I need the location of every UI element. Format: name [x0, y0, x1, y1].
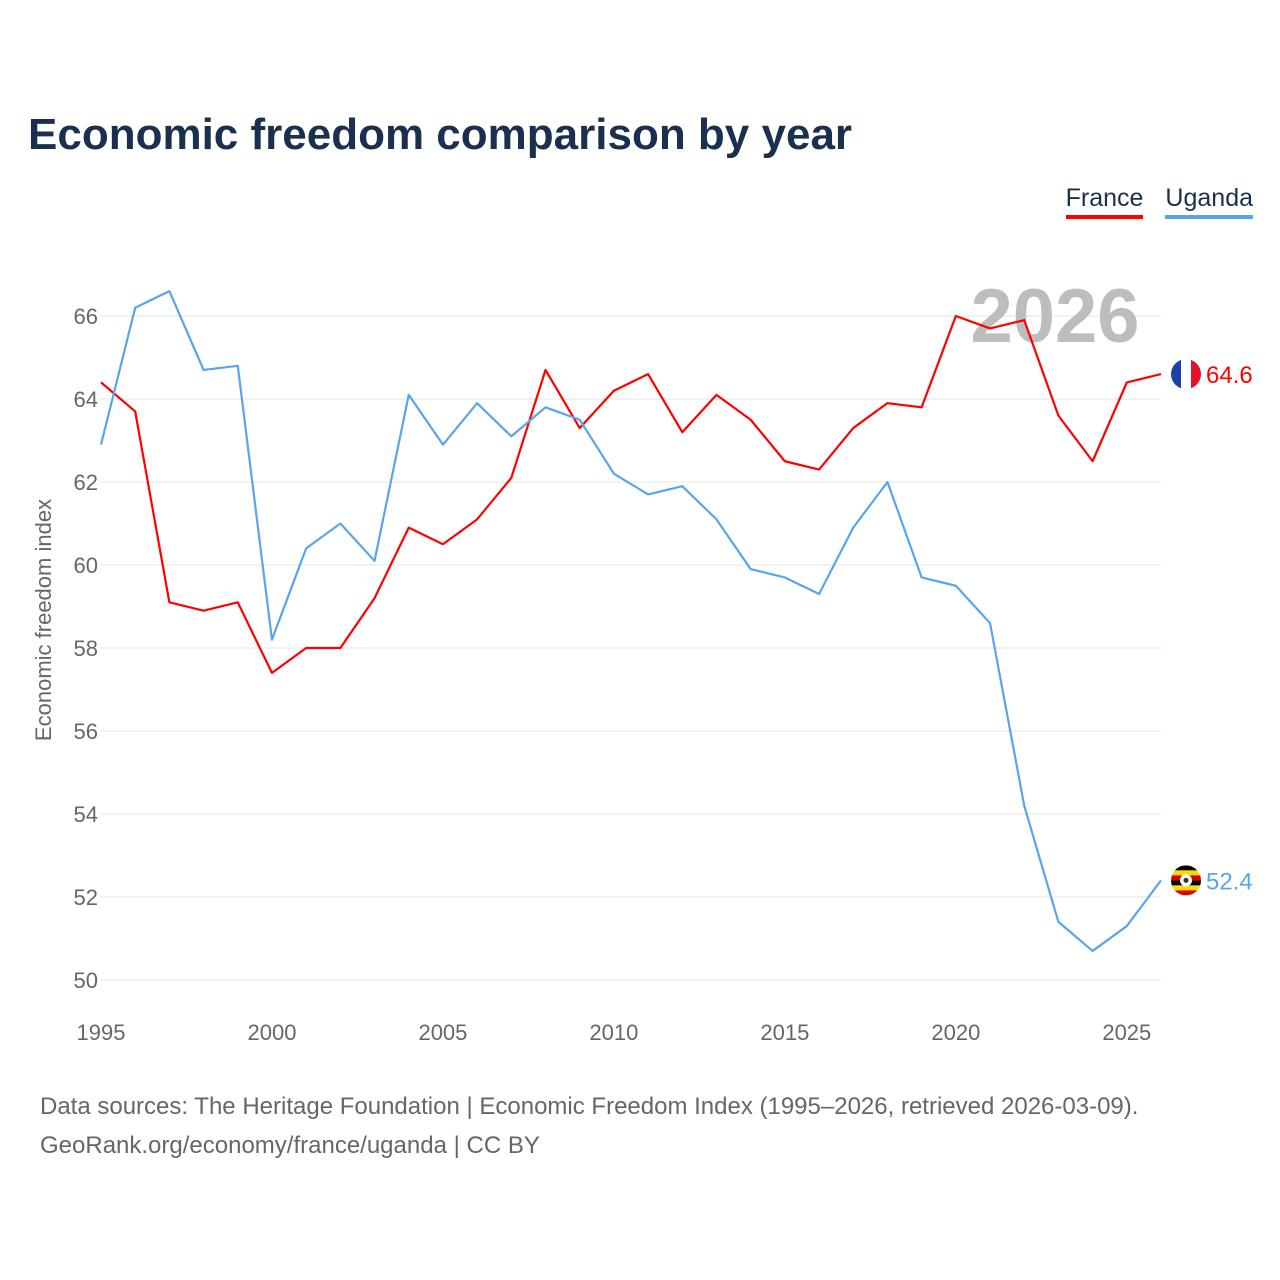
legend-item-uganda[interactable]: Uganda — [1165, 184, 1253, 219]
y-tick-label: 60 — [74, 553, 98, 578]
x-tick-label: 2015 — [760, 1020, 809, 1045]
y-tick-label: 52 — [74, 885, 98, 910]
uganda-flag-icon — [1171, 865, 1201, 896]
data-source: Data sources: The Heritage Foundation | … — [40, 1093, 1139, 1120]
chart-title: Economic freedom comparison by year — [28, 110, 853, 159]
end-value-label-france: 64.6 — [1206, 362, 1253, 389]
year-watermark: 2026 — [970, 274, 1139, 359]
x-tick-label: 2005 — [418, 1020, 467, 1045]
y-tick-label: 50 — [74, 968, 98, 993]
y-tick-label: 64 — [74, 387, 98, 412]
y-tick-label: 62 — [74, 470, 98, 495]
x-tick-label: 1995 — [77, 1020, 126, 1045]
x-tick-label: 2000 — [247, 1020, 296, 1045]
france-flag-icon — [1171, 359, 1201, 390]
y-tick-label: 54 — [74, 802, 98, 827]
y-tick-label: 56 — [74, 719, 98, 744]
y-tick-label: 58 — [74, 636, 98, 661]
legend-item-france[interactable]: France — [1065, 184, 1144, 219]
x-tick-label: 2010 — [589, 1020, 638, 1045]
footer: Data sources: The Heritage Foundation | … — [40, 1087, 1138, 1165]
end-value-label-uganda: 52.4 — [1206, 868, 1253, 895]
series-line-france — [100, 314, 1162, 675]
source-link[interactable]: GeoRank.org/economy/france/uganda | CC B… — [40, 1132, 540, 1159]
series-line-uganda — [99, 290, 1162, 953]
legend: France Uganda — [1065, 184, 1253, 219]
x-tick-label: 2025 — [1102, 1020, 1151, 1045]
x-tick-label: 2020 — [931, 1020, 980, 1045]
y-tick-label: 66 — [74, 304, 98, 329]
y-axis-label: Economic freedom index — [31, 499, 56, 741]
